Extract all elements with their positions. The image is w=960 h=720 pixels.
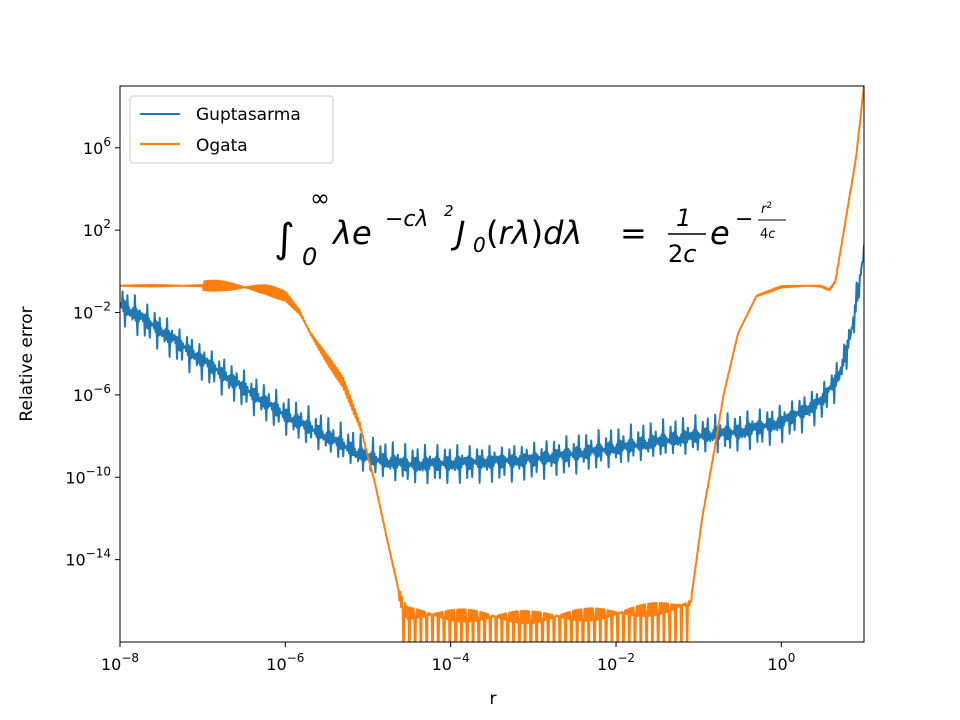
svg-text:0: 0: [302, 243, 317, 271]
svg-text:2: 2: [444, 202, 454, 220]
legend-box: [129, 95, 334, 164]
svg-text:r2: r2: [761, 201, 772, 217]
legend-label-ogata: Ogata: [196, 136, 248, 156]
svg-text:(rλ)dλ: (rλ)dλ: [486, 214, 582, 252]
ticks-layer: 10−8 10−6 10−4 10−2 10010−1410−1010−610−2102…: [65, 135, 795, 674]
y-tick-label: 10−14: [65, 547, 111, 570]
y-axis-label: Relative error: [17, 306, 37, 421]
series-line-guptasarma: [120, 244, 864, 485]
legend-label-guptasarma: Guptasarma: [196, 105, 301, 125]
y-tick-label: 102: [83, 217, 111, 240]
y-tick-label: 10−10: [65, 464, 111, 487]
svg-text:e: e: [710, 214, 730, 252]
svg-text:−: −: [735, 207, 753, 232]
y-tick-label: 106: [83, 135, 111, 158]
x-tick-label: 100: [767, 651, 795, 674]
svg-text:λe: λe: [331, 214, 372, 252]
x-tick-label: 10−2: [597, 651, 635, 674]
svg-text:=: =: [620, 214, 647, 252]
svg-text:0: 0: [473, 233, 486, 257]
svg-text:1: 1: [676, 204, 691, 232]
legend: Guptasarma Ogata: [129, 95, 334, 164]
x-tick-label: 10−4: [432, 651, 470, 674]
svg-text:2c: 2c: [668, 240, 696, 268]
svg-text:∞: ∞: [310, 184, 330, 212]
formula-annotation: ∫ 0 ∞ λe −cλ 2 J 0 (rλ)dλ = 1 2c e − r2 …: [274, 184, 786, 271]
svg-text:−cλ: −cλ: [385, 207, 429, 232]
y-tick-label: 10−2: [73, 300, 111, 323]
svg-text:∫: ∫: [274, 216, 295, 262]
series-layer: [120, 86, 864, 642]
x-tick-label: 10−8: [101, 651, 139, 674]
y-tick-label: 10−6: [73, 382, 111, 405]
plot-frame: [119, 85, 865, 643]
svg-text:4c: 4c: [760, 227, 775, 242]
x-tick-label: 10−6: [266, 651, 304, 674]
x-axis-label: r: [490, 689, 497, 709]
series-line-ogata: [120, 86, 864, 642]
